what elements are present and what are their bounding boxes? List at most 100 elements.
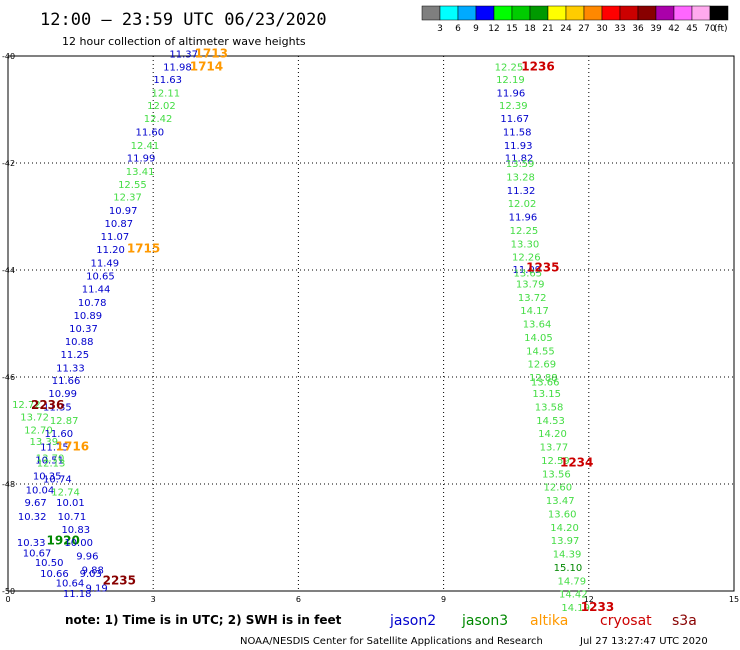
wave-height-value: 12.42: [144, 114, 173, 125]
wave-height-value: 10.51: [35, 455, 64, 466]
colorbar-tick-label: 6: [455, 24, 461, 34]
colorbar-tick-label: 42: [668, 24, 679, 34]
wave-height-value: 10.04: [26, 485, 55, 496]
wave-height-value: 12.39: [499, 101, 528, 112]
wave-height-value: 10.83: [61, 525, 90, 536]
wave-height-value: 13.28: [506, 172, 535, 183]
colorbar-tick-label: 45: [686, 24, 697, 34]
wave-height-value: 11.20: [96, 245, 125, 256]
wave-height-value: 11.37: [169, 49, 198, 60]
wave-height-value: 11.09: [513, 265, 542, 276]
wave-height-value: 10.35: [33, 471, 62, 482]
pass-time-label: 2236: [31, 398, 64, 412]
footer-note: note: 1) Time is in UTC; 2) SWH is in fe…: [65, 613, 342, 627]
colorbar-swatch: [583, 5, 603, 21]
satellite-legend-s3a: s3a: [672, 613, 697, 629]
colorbar-swatch: [475, 5, 495, 21]
colorbar-swatch: [601, 5, 621, 21]
wave-height-value: 13.65: [513, 269, 542, 280]
wave-height-value: 11.75: [40, 443, 69, 454]
y-tick-label: -48: [2, 480, 15, 489]
wave-height-value: 14.55: [526, 346, 555, 357]
satellite-legend-cryosat: cryosat: [600, 613, 652, 629]
wave-height-value: 14.79: [558, 576, 587, 587]
colorbar-tick-label: 70: [704, 24, 716, 34]
wave-height-value: 12.60: [544, 483, 573, 494]
plot-frame: [7, 55, 735, 592]
colorbar-tick-label: 27: [578, 24, 589, 34]
colorbar-tick-label: 33: [614, 24, 625, 34]
wave-height-value: 9.19: [85, 583, 107, 594]
wave-height-value: 11.98: [163, 63, 192, 74]
wave-height-value: 13.77: [540, 443, 569, 454]
pass-time-label: 1715: [127, 242, 160, 256]
pass-time-label: 1233: [581, 600, 614, 614]
colorbar-swatch: [511, 5, 531, 21]
wave-height-value: 13.66: [531, 377, 560, 388]
colorbar-tick-label: 3: [437, 24, 443, 34]
wave-height-value: 11.93: [504, 141, 533, 152]
wave-height-value: 13.97: [551, 536, 580, 547]
colorbar-swatch: [619, 5, 639, 21]
pass-time-label: 1716: [56, 440, 89, 454]
wave-height-value: 13.70: [36, 453, 65, 464]
colorbar-swatch: [439, 5, 459, 21]
wave-height-value: 11.96: [509, 213, 538, 224]
wave-height-value: 11.63: [153, 75, 182, 86]
y-tick-label: -46: [2, 373, 15, 382]
wave-height-value: 13.72: [518, 293, 547, 304]
wave-height-value: 11.18: [63, 589, 92, 600]
wave-height-value: 10.97: [109, 206, 138, 217]
wave-height-value: 10.32: [18, 512, 47, 523]
wave-height-value: 10.78: [78, 298, 107, 309]
y-tick-label: -44: [2, 266, 15, 275]
wave-height-value: 11.35: [43, 402, 72, 413]
pass-time-label: 2235: [103, 573, 136, 587]
colorbar-swatch: [691, 5, 711, 21]
y-tick-label: -40: [2, 52, 15, 61]
wave-height-value: 13.56: [542, 469, 571, 480]
wave-height-value: 11.33: [56, 363, 85, 374]
x-tick-label: 15: [729, 595, 739, 604]
wave-height-value: 15.10: [554, 563, 583, 574]
y-tick-label: -50: [2, 587, 15, 596]
wave-height-value: 11.60: [44, 429, 73, 440]
pass-time-label: 1235: [526, 260, 559, 274]
pass-time-label: 1234: [560, 456, 593, 470]
wave-height-value: 13.41: [126, 167, 155, 178]
wave-height-value: 10.50: [35, 558, 64, 569]
colorbar-swatch: [637, 5, 657, 21]
wave-height-value: 12.25: [510, 226, 539, 237]
wave-height-value: 12.11: [151, 88, 180, 99]
x-tick-label: 6: [296, 595, 301, 604]
wave-height-value: 14.53: [536, 416, 565, 427]
wave-height-value: 10.37: [69, 324, 98, 335]
wave-height-value: 11.66: [52, 376, 81, 387]
wave-height-value: 12.19: [496, 75, 525, 86]
axis-ticks: 0 3 6 9 12 15 -40 -42 -44 -46 -48 -50: [2, 52, 739, 604]
satellite-legend-altika: altika: [530, 613, 568, 629]
chart-title: 12:00 – 23:59 UTC 06/23/2020: [40, 10, 327, 30]
colorbar-swatch: [709, 5, 729, 21]
wave-height-value: 12.26: [512, 253, 541, 264]
colorbar-swatch: [529, 5, 549, 21]
y-tick-label: -42: [2, 159, 15, 168]
satellite-legend-jason3: jason3: [461, 613, 508, 629]
wave-height-value: 14.42: [559, 590, 588, 601]
wave-height-value: 11.99: [127, 154, 156, 165]
wave-height-value: 10.00: [64, 538, 93, 549]
colorbar-tick-label: 30: [596, 24, 608, 34]
x-tick-label: 3: [151, 595, 156, 604]
colorbar-tick-label: 39: [650, 24, 662, 34]
wave-height-value: 12.59: [541, 456, 570, 467]
grid-lines: [8, 56, 734, 591]
wave-height-value: 14.39: [553, 550, 582, 561]
wave-height-value: 10.01: [56, 498, 85, 509]
wave-height-value: 12.69: [528, 360, 557, 371]
wave-height-value: 13.72: [20, 413, 49, 424]
colorbar: 3 6 9 12 15 18 21 24 27 30 33 36 39 42 45 70: [421, 5, 729, 34]
wave-height-value: 11.44: [82, 285, 111, 296]
satellite-legend: jason2 jason3 altika cryosat s3a: [389, 613, 697, 629]
wave-height-value: 12.37: [113, 193, 142, 204]
wave-height-value: 14.19: [561, 603, 590, 614]
